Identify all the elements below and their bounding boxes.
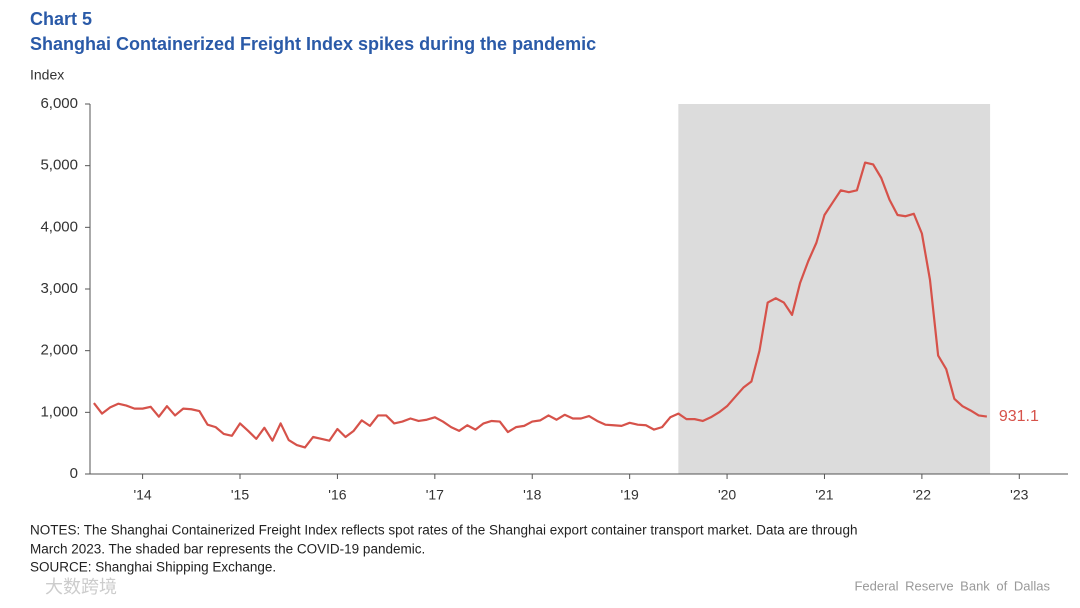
y-tick-label: 4,000 (40, 218, 78, 235)
y-tick-label: 6,000 (40, 95, 78, 112)
x-tick-label: '15 (231, 487, 249, 503)
x-tick-label: '21 (815, 487, 833, 503)
x-tick-label: '17 (426, 487, 444, 503)
y-tick-label: 1,000 (40, 403, 78, 420)
x-tick-label: '14 (133, 487, 151, 503)
note: SOURCE: Shanghai Shipping Exchange. (30, 560, 276, 575)
x-tick-label: '18 (523, 487, 541, 503)
note: NOTES: The Shanghai Containerized Freigh… (30, 523, 857, 538)
watermark: 大数跨境 (45, 577, 117, 597)
x-tick-label: '20 (718, 487, 736, 503)
x-tick-label: '16 (328, 487, 346, 503)
y-axis-label: Index (30, 67, 64, 83)
chart-title: Chart 5 (30, 9, 92, 29)
line-series (93, 161, 988, 449)
chart-subtitle: Shanghai Containerized Freight Index spi… (30, 34, 596, 54)
y-tick-label: 3,000 (40, 280, 78, 297)
y-tick-label: 2,000 (40, 342, 78, 359)
credit: Federal Reserve Bank of Dallas (854, 578, 1050, 593)
pandemic-shade (678, 104, 991, 474)
x-tick-label: '19 (621, 487, 639, 503)
x-tick-label: '23 (1010, 487, 1028, 503)
data-label: 931.1 (999, 408, 1039, 425)
x-tick-label: '22 (913, 487, 931, 503)
y-tick-label: 5,000 (40, 157, 78, 174)
note: March 2023. The shaded bar represents th… (30, 542, 425, 557)
y-tick-label: 0 (70, 465, 78, 482)
